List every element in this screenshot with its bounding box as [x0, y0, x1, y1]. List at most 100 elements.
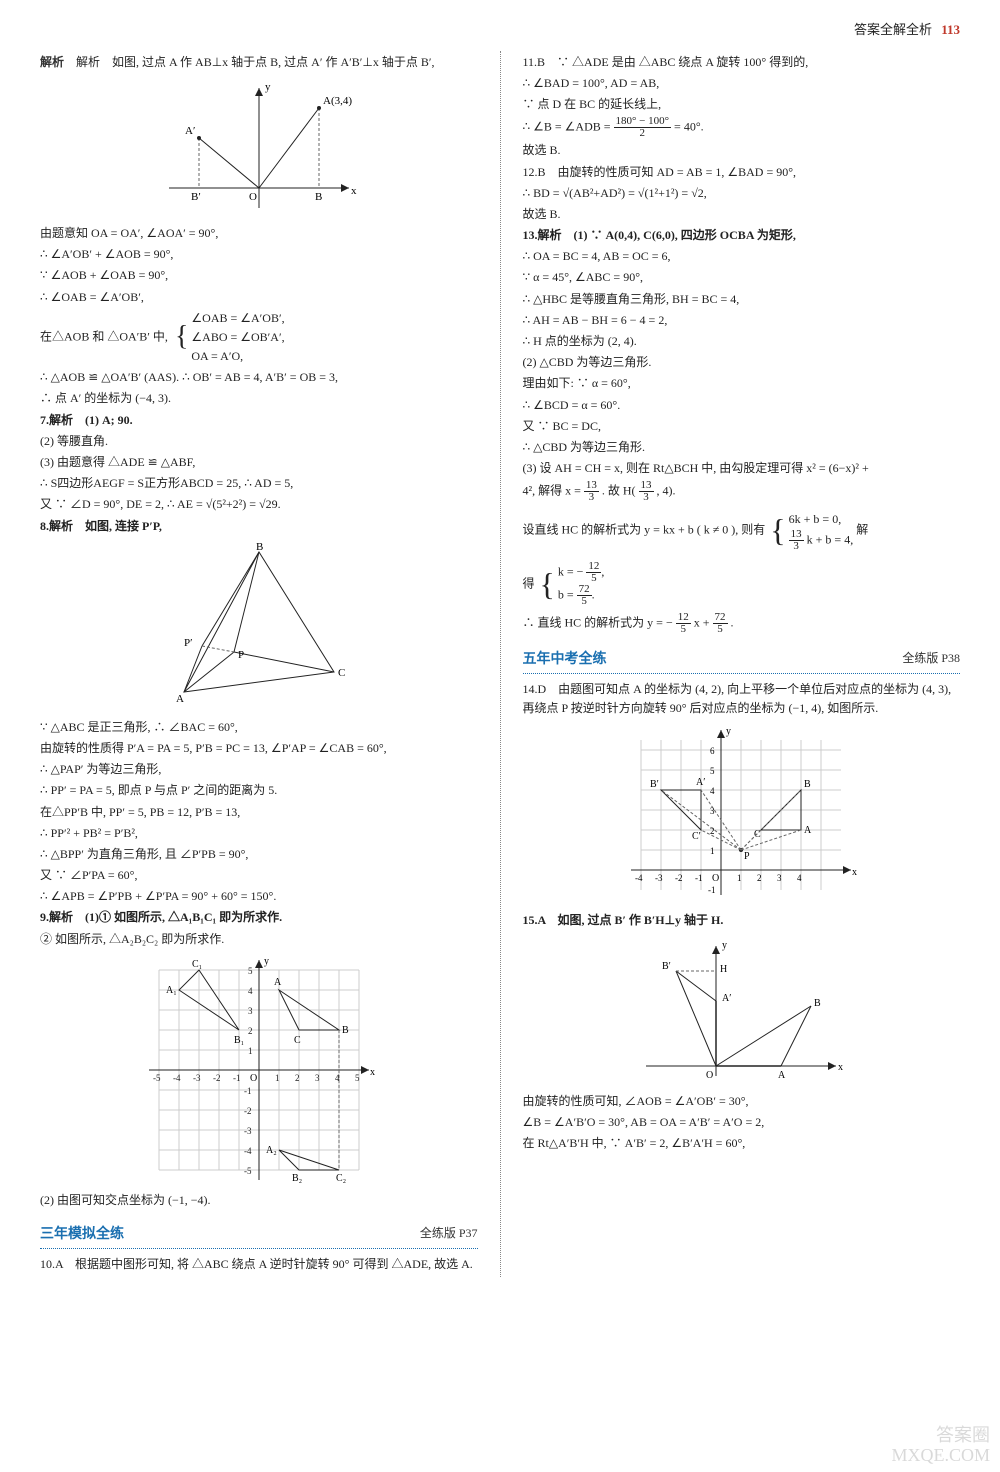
text: ∴ BD = √(AB²+AD²) = √(1²+1²) = √2, [523, 184, 961, 203]
text: ∵ 点 D 在 BC 的延长线上, [523, 95, 961, 114]
brace-row: ∠OAB = ∠A′OB′, [191, 309, 284, 328]
text: 12.B 由旋转的性质可知 AD = AB = 1, ∠BAD = 90°, [523, 163, 961, 182]
svg-text:5: 5 [355, 1073, 360, 1083]
text: . [731, 615, 734, 629]
text: ∴ 直线 HC 的解析式为 y = − [523, 615, 673, 629]
text: 11.B ∵ △ADE 是由 △ABC 绕点 A 旋转 100° 得到的, [523, 53, 961, 72]
text: 解 [856, 523, 868, 537]
svg-text:1: 1 [275, 1073, 280, 1083]
svg-text:A: A [804, 825, 812, 836]
text: ∴ △HBC 是等腰直角三角形, BH = BC = 4, [523, 290, 961, 309]
svg-text:x: x [370, 1067, 375, 1078]
section-title-text: 五年中考全练 [523, 649, 607, 671]
svg-text:-1: -1 [233, 1073, 241, 1083]
svg-text:3: 3 [315, 1073, 320, 1083]
svg-text:-3: -3 [655, 873, 663, 883]
text: ∴ ∠B = ∠ADB = [523, 120, 614, 134]
svg-text:O: O [712, 873, 719, 884]
svg-text:P′: P′ [184, 637, 193, 649]
svg-text:x: x [838, 1062, 843, 1073]
svg-text:B: B [804, 779, 811, 790]
page-header: 答案全解全析 113 [40, 20, 960, 41]
text: 在△PP′B 中, PP′ = 5, PB = 12, P′B = 13, [40, 803, 478, 822]
page-number: 113 [941, 22, 960, 37]
text: 又 ∵ ∠P′PA = 60°, [40, 866, 478, 885]
text: 故选 B. [523, 141, 961, 160]
q8-heading: 8.解析 如图, 连接 P′P, [40, 517, 478, 536]
text: ∴ 点 A′ 的坐标为 (−4, 3). [40, 389, 478, 408]
svg-text:P: P [238, 649, 244, 661]
section-title-text: 三年模拟全练 [40, 1224, 124, 1246]
svg-text:1: 1 [248, 1046, 253, 1056]
svg-text:4: 4 [797, 873, 802, 883]
text: 又 ∵ ∠D = 90°, DE = 2, ∴ AE = √(5²+2²) = … [40, 495, 478, 514]
q15-heading: 15.A 如图, 过点 B′ 作 B′H⊥y 轴于 H. [523, 911, 961, 930]
section-page-ref: 全练版 P37 [420, 1224, 478, 1246]
svg-text:B: B [814, 998, 821, 1009]
figure-3: xy O 12345 -5-4-3-2-1 12345 -1-2-3-4-5 A… [40, 955, 478, 1185]
svg-text:-1: -1 [695, 873, 703, 883]
svg-text:x: x [351, 185, 357, 197]
svg-text:B′: B′ [662, 961, 671, 972]
header-title: 答案全解全析 [854, 22, 932, 37]
svg-text:O: O [706, 1070, 713, 1081]
text: ∴ ∠BAD = 100°, AD = AB, [523, 74, 961, 93]
section-three-year: 三年模拟全练 全练版 P37 [40, 1224, 478, 1249]
svg-text:2: 2 [757, 873, 762, 883]
svg-text:A: A [778, 1070, 786, 1081]
text: x + [694, 615, 713, 629]
figure-5: xy O A B A′ B′ H [523, 936, 961, 1086]
text: 14.D 由题图可知点 A 的坐标为 (4, 2), 向上平移一个单位后对应点的… [523, 680, 961, 718]
svg-text:-2: -2 [244, 1106, 252, 1116]
svg-text:C: C [294, 1035, 301, 1046]
text: (2) 等腰直角. [40, 432, 478, 451]
text: 由旋转的性质可知, ∠AOB = ∠A′OB′ = 30°, [523, 1092, 961, 1111]
svg-text:A: A [274, 977, 282, 988]
svg-text:-4: -4 [173, 1073, 181, 1083]
text: 得 [523, 576, 535, 590]
text: ∵ △ABC 是正三角形, ∴ ∠BAC = 60°, [40, 718, 478, 737]
text: ② 如图所示, △A₂B₂C₂ 即为所求作. [40, 930, 478, 949]
watermark: 答案圈 MXQE.COM [891, 1426, 990, 1466]
svg-text:y: y [265, 81, 271, 93]
text: ∴ ∠OAB = ∠A′OB′, [40, 288, 478, 307]
svg-text:O: O [249, 191, 257, 203]
svg-text:y: y [722, 940, 727, 951]
svg-text:A′: A′ [722, 993, 731, 1004]
svg-text:B: B [342, 1025, 349, 1036]
brace-row: ∠ABO = ∠OB′A′, [191, 328, 284, 347]
text: 解析 如图, 过点 A 作 AB⊥x 轴于点 B, 过点 A′ 作 A′B′⊥x… [76, 55, 434, 69]
text: 由旋转的性质得 P′A = PA = 5, P′B = PC = 13, ∠P′… [40, 739, 478, 758]
section-page-ref: 全练版 P38 [902, 649, 960, 671]
text: ∠B = ∠A′B′O = 30°, AB = OA = A′B′ = A′O … [523, 1113, 961, 1132]
figure-2: A B C P P′ [40, 542, 478, 712]
text: ∴ PP′ = PA = 5, 即点 P 与点 P′ 之间的距离为 5. [40, 781, 478, 800]
text: 由题意知 OA = OA′, ∠AOA′ = 90°, [40, 224, 478, 243]
text: ∵ ∠AOB + ∠OAB = 90°, [40, 266, 478, 285]
svg-text:C₁: C₁ [192, 959, 202, 970]
svg-text:2: 2 [248, 1026, 253, 1036]
text: ∵ α = 45°, ∠ABC = 90°, [523, 268, 961, 287]
text: ∴ S四边形AEGF = S正方形ABCD = 25, ∴ AD = 5, [40, 474, 478, 493]
text: 10.A 根据题中图形可知, 将 △ABC 绕点 A 逆时针旋转 90° 可得到… [40, 1255, 478, 1274]
text: ∴ △PAP′ 为等边三角形, [40, 760, 478, 779]
right-column: 11.B ∵ △ADE 是由 △ABC 绕点 A 旋转 100° 得到的, ∴ … [523, 51, 961, 1277]
svg-text:B₁: B₁ [234, 1035, 244, 1046]
svg-text:A: A [176, 693, 184, 705]
text: 故选 B. [523, 205, 961, 224]
figure-4: xy O 1234 -4-3-2-1 123456 -1 P ABC A′B′C… [523, 725, 961, 905]
svg-text:5: 5 [248, 966, 253, 976]
svg-text:4: 4 [710, 786, 715, 796]
svg-text:1: 1 [710, 846, 715, 856]
text: 设直线 HC 的解析式为 y = kx + b ( k ≠ 0 ), 则有 [523, 523, 766, 537]
text: (3) 设 AH = CH = x, 则在 Rt△BCH 中, 由勾股定理可得 … [523, 459, 961, 478]
svg-text:y: y [726, 726, 731, 737]
text: ∴ H 点的坐标为 (2, 4). [523, 332, 961, 351]
svg-text:3: 3 [248, 1006, 253, 1016]
svg-text:y: y [264, 956, 269, 967]
svg-text:-4: -4 [635, 873, 643, 883]
figure-1: x y O A(3,4) B A′ B′ [40, 78, 478, 218]
svg-text:-1: -1 [708, 885, 716, 895]
svg-text:-4: -4 [244, 1146, 252, 1156]
text: ∴ ∠BCD = α = 60°. [523, 396, 961, 415]
